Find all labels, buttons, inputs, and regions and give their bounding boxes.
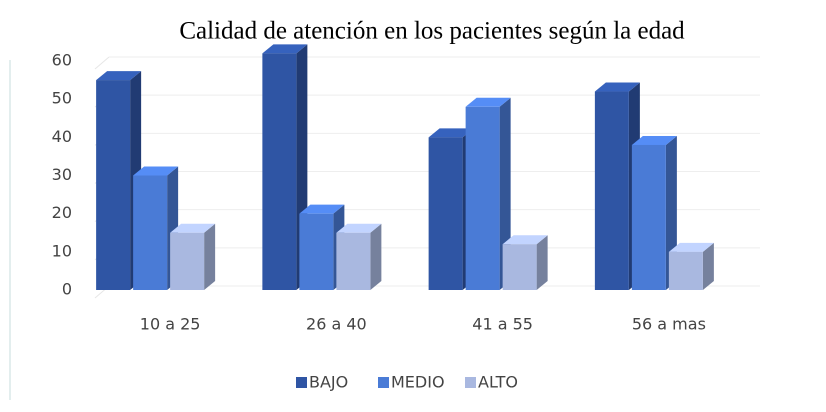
x-tick-label: 10 a 25 <box>140 315 201 334</box>
bar-top <box>631 135 677 145</box>
bar <box>631 144 666 290</box>
legend-label: BAJO <box>309 373 348 392</box>
bar <box>262 53 297 290</box>
legend-swatch <box>296 377 307 388</box>
bar <box>428 137 463 290</box>
bar <box>594 91 629 291</box>
y-tick-label: 30 <box>52 165 72 184</box>
bar-top <box>170 223 216 233</box>
bar-side <box>702 242 714 290</box>
bar <box>336 232 371 290</box>
bar-top <box>336 223 382 233</box>
y-tick-label: 20 <box>52 203 72 222</box>
bar <box>465 106 500 290</box>
bar-top <box>262 44 308 54</box>
bar <box>133 175 168 290</box>
x-tick-label: 56 a mas <box>632 315 706 334</box>
legend-label: MEDIO <box>391 373 445 392</box>
x-tick-label: 26 a 40 <box>306 315 367 334</box>
x-tick-label: 41 a 55 <box>472 315 533 334</box>
bar-top <box>465 97 511 107</box>
bar-side <box>204 223 216 290</box>
bar-top <box>668 242 714 252</box>
grid-line <box>94 56 110 70</box>
chart-title: Calidad de atención en los pacientes seg… <box>179 18 685 45</box>
bar-top <box>96 71 142 81</box>
bar-top <box>502 235 548 245</box>
y-tick-label: 40 <box>52 127 72 146</box>
bar <box>502 244 537 290</box>
legend-label: ALTO <box>478 373 518 392</box>
bar-top <box>428 128 474 138</box>
y-tick-label: 60 <box>52 51 72 70</box>
bar <box>299 213 334 290</box>
bar-side <box>536 235 548 290</box>
y-tick-label: 10 <box>52 241 72 260</box>
y-tick-label: 50 <box>52 89 72 108</box>
bar-side <box>370 223 382 290</box>
legend-swatch <box>465 377 476 388</box>
legend-swatch <box>378 377 389 388</box>
bar <box>170 232 205 290</box>
bar <box>96 80 131 290</box>
bar-top <box>594 82 640 92</box>
y-tick-label: 0 <box>62 280 72 299</box>
bar <box>668 251 703 290</box>
bar-top <box>299 204 345 214</box>
bar-top <box>133 166 179 176</box>
